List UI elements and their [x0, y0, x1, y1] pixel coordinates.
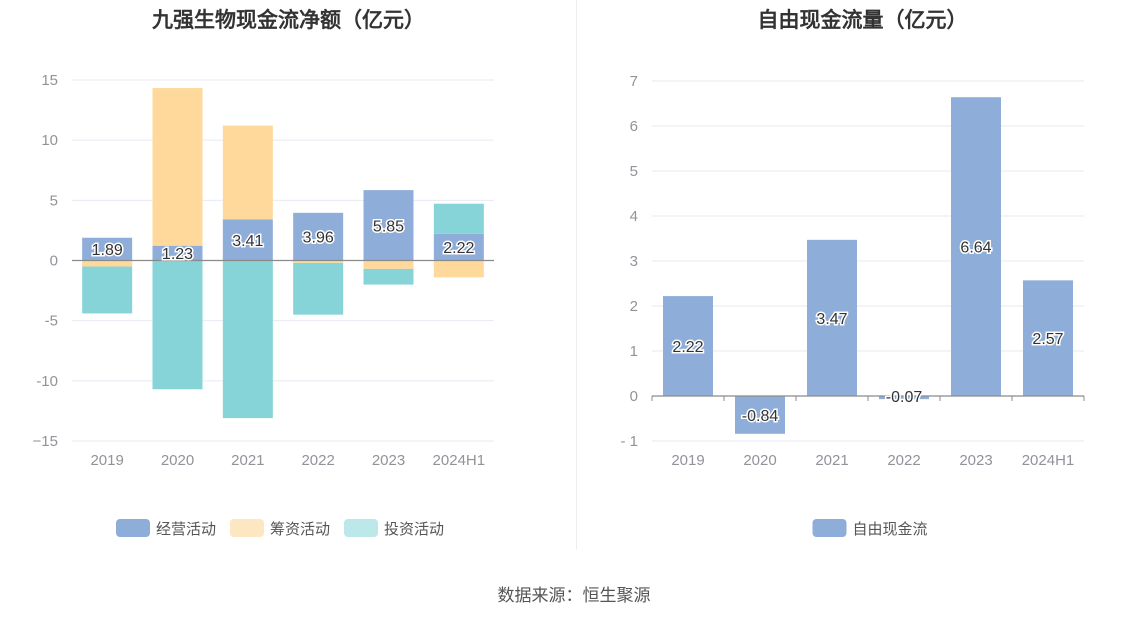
x-tick-label: 2019 [671, 452, 704, 469]
data-label: 3.41 [232, 233, 263, 250]
x-tick-label: 2020 [161, 452, 194, 469]
bar-经营活动 [433, 233, 484, 261]
x-tick-label: 2022 [887, 452, 920, 469]
bar-投资活动 [152, 260, 203, 390]
bar-筹资活动 [293, 260, 344, 263]
legend-item: 自由现金流 [812, 519, 928, 538]
data-label: 3.47 [816, 311, 847, 328]
legend-item: 投资活动 [344, 519, 444, 538]
y-tick-label: 7 [630, 73, 638, 90]
free-cashflow-chart: 7 6 5 4 3 2 1 0 - 1 2019 2020 2021 2022 2023 2024H1 2.2… [620, 73, 1085, 538]
bar-自由现金流 [663, 296, 713, 396]
legend-swatch [116, 519, 150, 537]
y-tick-label: 4 [630, 208, 638, 225]
bar-经营活动 [82, 237, 133, 261]
y-tick-label: 6 [630, 118, 638, 135]
y-tick-label: 5 [50, 192, 58, 209]
legend-swatch [344, 519, 378, 537]
data-label: 2.22 [443, 240, 474, 257]
x-tick-label: 2021 [815, 452, 848, 469]
panel-divider [576, 0, 577, 550]
bar-自由现金流 [1023, 280, 1073, 396]
x-tick-label: 2022 [301, 452, 334, 469]
data-label: 3.96 [303, 230, 334, 247]
x-tick-label: 2019 [90, 452, 123, 469]
free-cashflow-chart-panel: 自由现金流量（亿元） 7 6 5 4 3 2 1 0 - 1 2019 2020 2021 2022 20… [577, 0, 1148, 550]
data-label: 1.89 [92, 242, 123, 259]
bar-经营活动 [222, 219, 273, 261]
legend-label: 经营活动 [156, 520, 216, 538]
x-tick-label: 2023 [959, 452, 992, 469]
legend-item: 筹资活动 [230, 519, 330, 538]
data-label: 1.23 [162, 246, 193, 263]
cashflow-net-chart: 15 10 5 0 -5 -10 −15 2019 2020 2021 2022 2023 2024H1… [33, 72, 494, 538]
x-tick-label: 2024H1 [1022, 452, 1075, 469]
x-tick-label: 2024H1 [433, 452, 486, 469]
bar-筹资活动 [363, 260, 414, 269]
y-tick-label: 10 [41, 132, 58, 149]
bar-筹资活动 [433, 260, 484, 278]
y-tick-label: 0 [630, 388, 638, 405]
chart-title: 九强生物现金流净额（亿元） [152, 8, 425, 32]
legend-swatch [812, 519, 847, 537]
y-tick-label: -5 [45, 313, 58, 330]
x-tick-label: 2020 [743, 452, 776, 469]
bar-经营活动 [363, 190, 414, 261]
cashflow-net-chart-panel: 九强生物现金流净额（亿元） 15 10 5 0 -5 -10 −15 2019 2020 2021… [0, 0, 577, 550]
legend-label: 筹资活动 [270, 520, 330, 538]
y-tick-label: −15 [33, 433, 58, 450]
data-label: 6.64 [960, 240, 991, 257]
legend-swatch [230, 519, 264, 537]
x-tick-label: 2023 [372, 452, 405, 469]
bar-投资活动 [293, 262, 344, 315]
bar-自由现金流 [951, 97, 1001, 396]
x-tick-label: 2021 [231, 452, 264, 469]
bar-自由现金流 [807, 239, 857, 396]
legend-label: 自由现金流 [853, 520, 928, 538]
data-label: 2.57 [1032, 331, 1063, 348]
bar-自由现金流 [879, 396, 929, 400]
legend-item: 经营活动 [116, 519, 216, 538]
bar-经营活动 [152, 245, 203, 261]
bar-自由现金流 [735, 396, 785, 434]
data-label: -0.84 [742, 408, 779, 425]
bar-投资活动 [222, 260, 273, 419]
y-tick-label: - 1 [620, 433, 638, 450]
bar-投资活动 [82, 266, 133, 314]
bar-筹资活动 [222, 125, 273, 220]
legend-label: 投资活动 [384, 520, 444, 538]
y-tick-label: 2 [630, 298, 638, 315]
bar-投资活动 [433, 203, 484, 234]
y-tick-label: -10 [36, 373, 58, 390]
y-tick-label: 0 [50, 253, 58, 270]
chart-title: 自由现金流量（亿元） [757, 8, 968, 32]
bar-筹资活动 [82, 260, 133, 267]
bar-筹资活动 [152, 88, 203, 246]
y-tick-label: 15 [41, 72, 58, 89]
y-tick-label: 1 [630, 343, 638, 360]
data-source-note: 数据来源：恒生聚源 [497, 586, 651, 606]
data-label: 5.85 [373, 218, 404, 235]
data-label: -0.07 [886, 389, 923, 406]
bar-投资活动 [363, 268, 414, 285]
y-tick-label: 3 [630, 253, 638, 270]
bar-经营活动 [293, 212, 344, 261]
y-tick-label: 5 [630, 163, 638, 180]
data-label: 2.22 [672, 339, 703, 356]
